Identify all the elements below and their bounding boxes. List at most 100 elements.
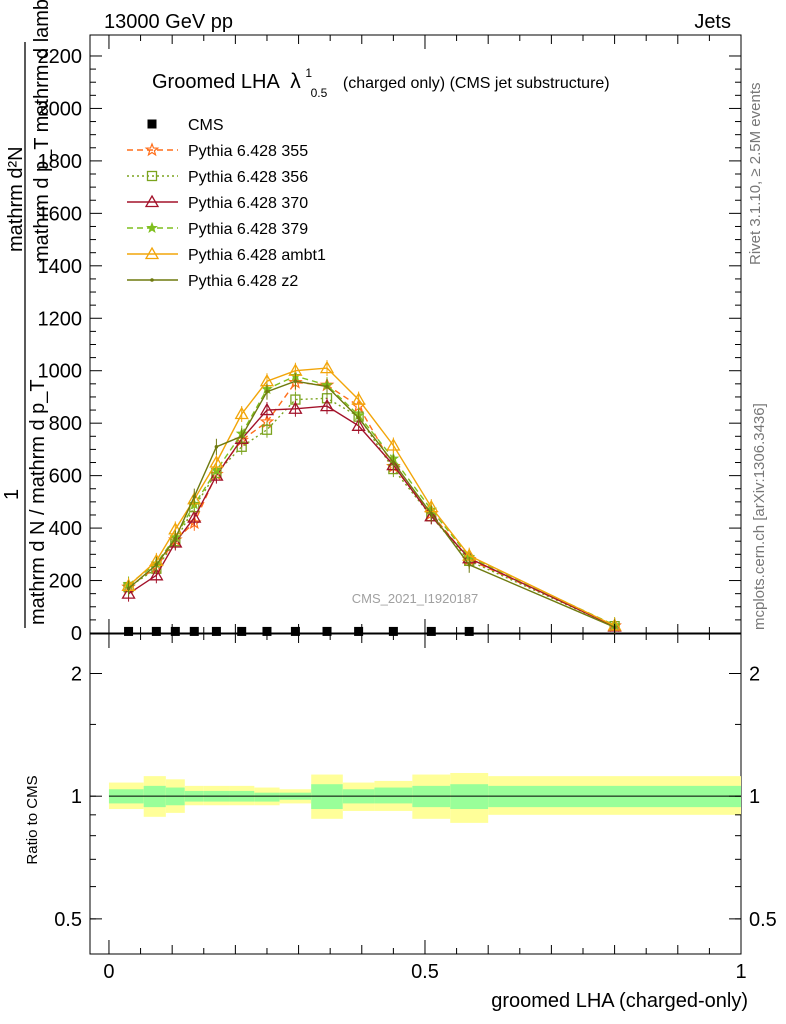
cms-data-point	[426, 626, 436, 636]
ratio-y-tick-label-right: 1	[749, 786, 760, 808]
y-tick-label: 2200	[38, 46, 83, 68]
legend-marker	[144, 194, 160, 208]
data-point	[356, 416, 361, 420]
energy-label: 13000 GeV pp	[104, 11, 233, 33]
cms-data-point	[211, 626, 221, 636]
data-point	[467, 563, 472, 567]
process-label: Jets	[694, 11, 731, 33]
ylabel-bottom-den: mathrm d N / mathrm d p_T	[27, 379, 49, 625]
legend-entry: Pythia 6.428 355	[127, 142, 308, 160]
data-point	[239, 434, 244, 439]
legend-label: Pythia 6.428 355	[188, 143, 308, 160]
data-point	[351, 392, 366, 405]
data-point	[214, 444, 219, 449]
mcplots-label: mcplots.cern.ch [arXiv:1306.3436]	[751, 403, 768, 630]
y-tick-label: 1400	[38, 256, 83, 278]
data-point	[154, 563, 159, 567]
cms-data-point	[322, 626, 332, 636]
legend-entry: Pythia 6.428 370	[127, 194, 308, 212]
x-axis-label: groomed LHA (charged-only)	[491, 990, 748, 1012]
ratio-uncertainty-band-inner	[374, 787, 413, 804]
ratio-plot-area	[108, 772, 741, 823]
ylabel-bottom-num: 1	[1, 489, 23, 500]
legend-label: CMS	[188, 117, 224, 134]
y-tick-label: 200	[49, 571, 82, 593]
cms-data-point	[124, 626, 134, 636]
y-tick-label: 2000	[38, 98, 83, 120]
data-point	[265, 389, 269, 394]
data-point	[173, 536, 178, 541]
axes: 0200400600800100012001400160018002000220…	[38, 35, 777, 983]
data-point	[209, 455, 224, 468]
data-point	[319, 398, 335, 412]
data-point	[288, 401, 303, 414]
legend-label: Pythia 6.428 379	[188, 221, 308, 238]
data-point	[126, 586, 131, 591]
ratio-y-tick-label-right: 2	[749, 663, 760, 685]
data-point	[386, 438, 401, 451]
data-point	[351, 418, 366, 431]
legend-label: Pythia 6.428 ambt1	[188, 247, 326, 264]
ratio-y-tick-label: 0.5	[54, 909, 82, 931]
data-point	[234, 406, 249, 420]
cms-data-point	[189, 626, 199, 636]
y-tick-label: 1800	[38, 151, 83, 173]
rivet-label: Rivet 3.1.10, ≥ 2.5M events	[747, 83, 764, 266]
data-point	[429, 511, 434, 516]
ylabel-top-den: mathrm d p_T mathrm d lambda	[31, 0, 53, 262]
cms-data-point	[237, 626, 247, 636]
y-tick-label: 1600	[38, 203, 83, 225]
data-point	[149, 567, 164, 581]
series-line	[128, 380, 615, 628]
legend-entry: CMS	[147, 117, 224, 134]
legend: CMS Pythia 6.428 355 Pythia 6.428 356 Pythi…	[127, 117, 326, 290]
main-panel-frame	[89, 34, 742, 634]
ratio-ylabel: Ratio to CMS	[24, 775, 41, 864]
series-line	[128, 375, 615, 626]
series-line	[128, 367, 615, 627]
legend-entry: Pythia 6.428 z2	[127, 273, 298, 290]
legend-marker	[146, 170, 158, 182]
legend-entry: Pythia 6.428 379	[127, 221, 308, 238]
series-pythia-6-428-z2	[126, 373, 617, 636]
data-point	[187, 510, 202, 523]
data-point	[391, 460, 396, 465]
legend-marker	[146, 221, 158, 234]
legend-marker	[150, 278, 154, 282]
data-point	[192, 494, 197, 499]
legend-entry: Pythia 6.428 356	[127, 169, 308, 186]
data-point	[293, 379, 298, 384]
cms-data-point	[354, 626, 364, 636]
ratio-y-tick-label: 2	[71, 663, 82, 685]
data-point	[261, 424, 273, 435]
legend-label: Pythia 6.428 z2	[188, 273, 298, 290]
cms-data-point	[170, 626, 180, 636]
legend-marker	[144, 246, 160, 260]
ratio-uncertainty-band-inner	[254, 792, 280, 802]
y-tick-label: 600	[49, 466, 82, 488]
y-tick-label: 400	[49, 518, 82, 540]
legend-label: Pythia 6.428 356	[188, 169, 308, 186]
analysis-watermark: CMS_2021_I1920187	[352, 591, 479, 606]
ratio-y-tick-label: 1	[71, 786, 82, 808]
cms-data-point	[151, 626, 161, 636]
x-tick-label: 1	[735, 961, 746, 983]
x-tick-label: 0	[103, 961, 114, 983]
cms-data-point	[464, 626, 474, 636]
legend-marker	[147, 119, 157, 129]
legend-entry: Pythia 6.428 ambt1	[127, 246, 326, 264]
legend-label: Pythia 6.428 370	[188, 195, 308, 212]
y-tick-label: 800	[49, 413, 82, 435]
y-tick-label: 1200	[38, 308, 83, 330]
data-point	[325, 384, 329, 389]
data-point	[121, 586, 136, 599]
series-line	[128, 405, 615, 628]
cms-data-point	[290, 626, 300, 636]
ylabel-top-num: mathrm d²N	[5, 146, 27, 252]
ratio-y-tick-label-right: 0.5	[749, 909, 777, 931]
y-tick-label: 1000	[38, 361, 83, 383]
data-point	[259, 402, 275, 416]
data-point	[319, 360, 335, 374]
legend-marker	[144, 142, 160, 157]
